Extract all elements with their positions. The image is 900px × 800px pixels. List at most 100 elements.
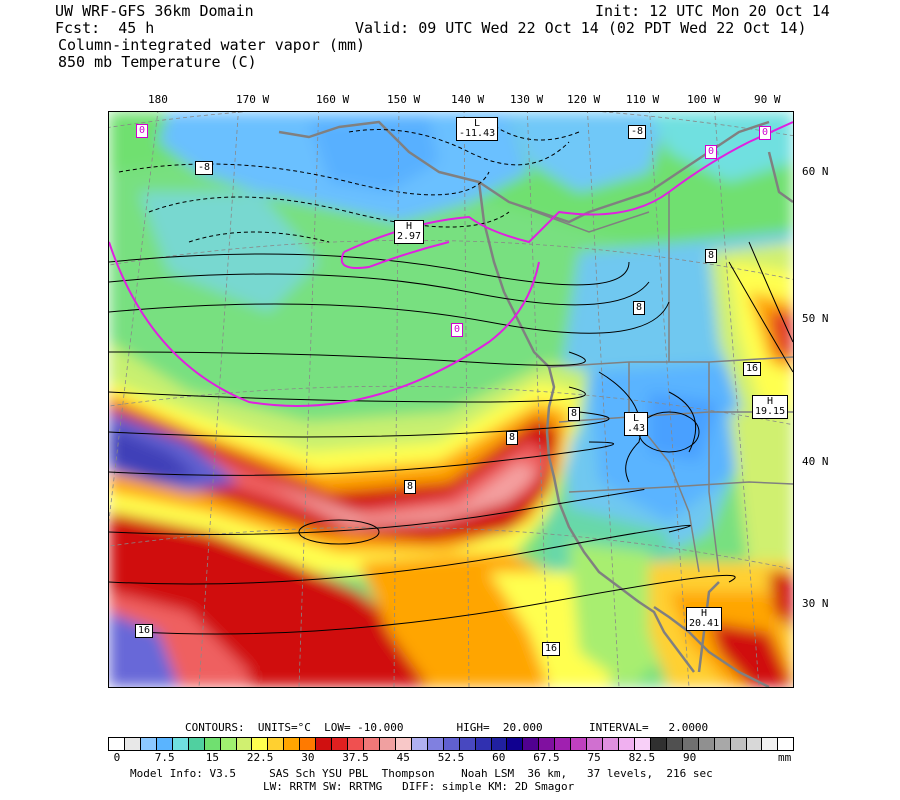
contour-label: 16 xyxy=(542,642,561,656)
lon-label: 120 W xyxy=(567,93,601,106)
colorbar-tick-label: 60 xyxy=(492,751,506,764)
contour-label: 8 xyxy=(633,301,646,315)
colorbar-tick-label: 0 xyxy=(113,751,121,764)
contour-label: 16 xyxy=(135,624,154,638)
colorbar-swatch xyxy=(587,738,604,750)
colorbar-swatch xyxy=(523,738,540,750)
lon-label: 160 W xyxy=(316,93,350,106)
colorbar-swatch xyxy=(156,738,173,750)
colorbar-swatch xyxy=(778,738,794,750)
colorbar-swatch xyxy=(746,738,763,750)
colorbar-tick-label: 37.5 xyxy=(342,751,369,764)
contour-label: 0 xyxy=(136,124,149,138)
colorbar-swatch xyxy=(109,738,125,750)
contour-label: 8 xyxy=(568,407,581,421)
colorbar xyxy=(108,737,794,751)
contour-label: 8 xyxy=(506,431,519,445)
colorbar-tick-label: 30 xyxy=(301,751,315,764)
low-pressure-label: L .43 xyxy=(624,412,649,436)
contour-label: 0 xyxy=(451,323,464,337)
model-info: Model Info: V3.5 SAS Sch YSU PBL Thompso… xyxy=(130,767,713,780)
lon-label: 170 W xyxy=(236,93,270,106)
colorbar-swatch xyxy=(300,738,317,750)
colorbar-swatch xyxy=(284,738,301,750)
high-pressure-label: H 2.97 xyxy=(394,220,425,244)
colorbar-swatch xyxy=(619,738,635,750)
contour-field-title: 850 mb Temperature (C) xyxy=(58,53,257,71)
lon-label: 110 W xyxy=(626,93,660,106)
forecast-hour: Fcst: 45 h xyxy=(55,19,155,37)
lon-label: 90 W xyxy=(754,93,781,106)
colorbar-swatch xyxy=(634,738,651,750)
colorbar-swatch xyxy=(236,738,253,750)
colorbar-swatch xyxy=(730,738,747,750)
high-pressure-label: H 19.15 xyxy=(752,395,789,419)
contour-label: -8 xyxy=(628,125,647,139)
colorbar-swatch xyxy=(539,738,556,750)
contour-label: 0 xyxy=(705,145,718,159)
colorbar-tick-label: 90 xyxy=(682,751,697,764)
colorbar-swatch xyxy=(682,738,699,750)
contour-label: 8 xyxy=(404,480,417,494)
colorbar-swatch xyxy=(124,738,141,750)
colorbar-tick-label: 82.5 xyxy=(628,751,656,764)
contour-label: 16 xyxy=(743,362,762,376)
colorbar-swatch xyxy=(762,738,779,750)
colorbar-swatch xyxy=(491,738,508,750)
colorbar-swatch xyxy=(507,738,524,750)
colorbar-tick-label: 22.5 xyxy=(246,751,274,764)
colorbar-tick-label: 45 xyxy=(396,751,410,764)
field-title: Column-integrated water vapor (mm) xyxy=(58,36,366,54)
colorbar-tick-label: 52.5 xyxy=(437,751,465,764)
colorbar-swatch xyxy=(714,738,731,750)
contour-label: 0 xyxy=(759,126,772,140)
colorbar-swatch xyxy=(571,738,588,750)
colorbar-swatch xyxy=(555,738,572,750)
colorbar-swatch xyxy=(332,738,349,750)
colorbar-swatch xyxy=(603,738,619,750)
colorbar-swatch xyxy=(650,738,667,750)
valid-time: Valid: 09 UTC Wed 22 Oct 14 (02 PDT Wed … xyxy=(355,19,807,37)
colorbar-tick-label: 7.5 xyxy=(154,751,175,764)
weather-map: L -11.43 H 2.97 L .43 H 19.15 H 20.41 -8 -8 0… xyxy=(108,111,794,688)
colorbar-swatch xyxy=(698,738,715,750)
high-pressure-label: H 20.41 xyxy=(686,607,723,631)
lon-label: 150 W xyxy=(387,93,421,106)
init-time: Init: 12 UTC Mon 20 Oct 14 xyxy=(595,2,830,20)
colorbar-swatch xyxy=(395,738,412,750)
low-pressure-label: L -11.43 xyxy=(456,117,499,141)
zero-degree-contour xyxy=(109,121,793,407)
political-boundaries xyxy=(508,192,793,573)
colorbar-unit: mm xyxy=(778,751,792,764)
colorbar-tick-label: 75 xyxy=(587,751,601,764)
colorbar-swatch xyxy=(220,738,237,750)
map-field xyxy=(109,112,793,687)
contour-label: -8 xyxy=(195,161,214,175)
colorbar-swatch xyxy=(379,738,396,750)
lon-label: 130 W xyxy=(510,93,544,106)
lat-label: 50 N xyxy=(802,312,829,325)
lon-label: 100 W xyxy=(687,93,721,106)
colorbar-swatch xyxy=(348,738,364,750)
colorbar-swatch xyxy=(459,738,476,750)
colorbar-swatch xyxy=(204,738,221,750)
colorbar-tick-label: 67.5 xyxy=(533,751,560,764)
colorbar-swatch xyxy=(188,738,205,750)
lat-label: 60 N xyxy=(802,165,829,178)
colorbar-swatch xyxy=(411,738,428,750)
colorbar-swatch xyxy=(364,738,380,750)
colorbar-swatch xyxy=(316,738,333,750)
colorbar-tick-label: 15 xyxy=(205,751,220,764)
colorbar-swatch xyxy=(427,738,444,750)
colorbar-swatch xyxy=(172,738,189,750)
colorbar-swatch xyxy=(443,738,460,750)
model-physics: LW: RRTM SW: RRTMG DIFF: simple KM: 2D S… xyxy=(263,780,575,793)
coastline xyxy=(278,120,793,687)
lon-label: 140 W xyxy=(451,93,485,106)
domain-title: UW WRF-GFS 36km Domain xyxy=(55,2,254,20)
temperature-contours xyxy=(109,241,793,635)
colorbar-swatch xyxy=(140,738,157,750)
lat-label: 30 N xyxy=(802,597,829,610)
colorbar-swatch xyxy=(475,738,492,750)
contours-info: CONTOURS: UNITS=°C LOW= -10.000 HIGH= 20… xyxy=(185,721,709,734)
